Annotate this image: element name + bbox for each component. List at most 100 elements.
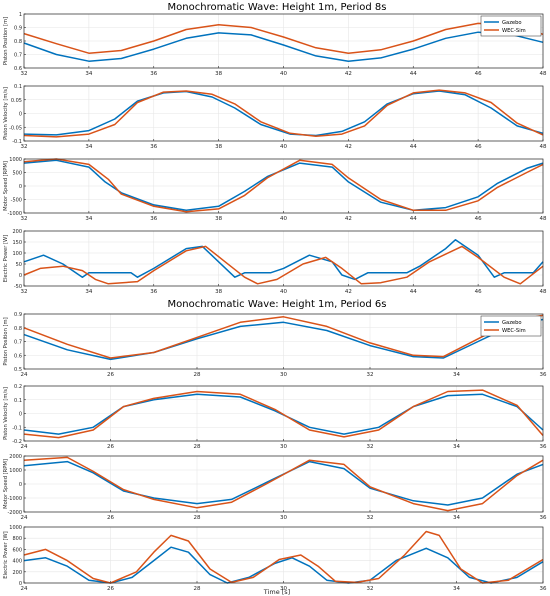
y-axis-label: Piston Position [m]: [3, 17, 9, 65]
y-tick-label: 0: [19, 482, 22, 488]
x-tick-label: 32: [21, 144, 28, 150]
x-tick-label: 48: [540, 71, 547, 77]
x-tick-label: 24: [21, 586, 28, 592]
plot-panel-1-3: 24 26 28 30 32 34 36 0 200 400 600 800 1000Electric …: [3, 525, 547, 592]
x-tick-label: 48: [540, 289, 547, 295]
series-line-wec-sim: [23, 314, 544, 359]
y-axis-label: Piston Velocity [m/s]: [3, 387, 9, 440]
series-line-wec-sim: [23, 456, 544, 512]
legend-entry: Gazebo: [502, 20, 522, 26]
y-axis-label: Motor Speed [RPM]: [3, 459, 9, 509]
axes-frame: [23, 455, 544, 513]
x-tick-label: 44: [410, 71, 417, 77]
y-tick-label: -1000: [7, 211, 22, 217]
group-title-period-6s: Monochromatic Wave: Height 1m, Period 6s: [168, 299, 387, 310]
x-tick-label: 40: [280, 71, 287, 77]
plot-panel-0-2: 32 34 36 38 40 42 44 46 48 -1000 -500 0 500 1000Motor…: [3, 157, 547, 222]
x-tick-label: 34: [85, 144, 92, 150]
y-tick-label: 150: [12, 240, 22, 246]
x-tick-label: 36: [150, 216, 157, 222]
y-tick-label: 200: [12, 229, 22, 235]
y-tick-label: 0.6: [14, 353, 22, 359]
y-axis-label: Electric Power [W]: [3, 531, 9, 578]
x-tick-label: 44: [410, 144, 417, 150]
x-tick-label: 46: [475, 71, 482, 77]
x-tick-label: 38: [215, 216, 222, 222]
x-tick-label: 40: [280, 216, 287, 222]
series-line-wec-sim: [23, 22, 544, 54]
x-tick-label: 24: [21, 372, 28, 378]
x-tick-label: 30: [280, 586, 287, 592]
plot-panel-1-1: 24 26 28 30 32 34 36 -0.2 -0.1 0 0.1 0.2 Piston Velo…: [3, 384, 547, 450]
y-tick-label: 0.8: [14, 39, 22, 45]
axes-frame: [23, 85, 544, 142]
series-line-gazebo: [23, 239, 544, 281]
y-axis-label: Piston Velocity [m/s]: [3, 87, 9, 140]
x-tick-label: 42: [345, 216, 352, 222]
x-tick-label: 34: [85, 216, 92, 222]
y-tick-label: -0.1: [12, 139, 22, 145]
x-tick-label: 36: [150, 289, 157, 295]
axes-frame: [23, 385, 544, 442]
x-tick-label: 34: [453, 444, 460, 450]
x-tick-label: 48: [540, 216, 547, 222]
series-line-gazebo: [23, 31, 544, 62]
axes-frame: [23, 158, 544, 214]
y-tick-label: -0.2: [12, 439, 22, 445]
legend-entry: WEC-Sim: [502, 328, 526, 334]
y-tick-label: 0: [19, 184, 22, 190]
x-tick-label: 38: [215, 71, 222, 77]
x-tick-label: 24: [21, 515, 28, 521]
x-tick-label: 42: [345, 289, 352, 295]
y-tick-label: 200: [12, 570, 22, 576]
x-tick-label: 36: [540, 372, 547, 378]
y-tick-label: 800: [12, 536, 22, 542]
y-axis-label: Electric Power [W]: [3, 235, 9, 282]
x-tick-label: 44: [410, 289, 417, 295]
y-tick-label: 0.8: [14, 326, 22, 332]
y-tick-label: 1: [19, 12, 22, 18]
y-tick-label: 1000: [9, 468, 22, 474]
plot-panel-0-0: 32 34 36 38 40 42 44 46 48 0.6 0.7 0.8 0.9 1 Piston Po…: [3, 12, 547, 77]
x-tick-label: 30: [280, 444, 287, 450]
y-tick-label: 0: [19, 112, 22, 118]
x-tick-label: 26: [107, 515, 114, 521]
y-tick-label: 0: [19, 581, 22, 587]
x-tick-label: 26: [107, 586, 114, 592]
legend-entry: Gazebo: [502, 320, 522, 326]
axes-frame: [23, 313, 544, 370]
y-tick-label: -500: [11, 198, 22, 204]
y-tick-label: 0.1: [14, 84, 22, 90]
y-tick-label: 100: [12, 251, 22, 257]
series-line-wec-sim: [23, 158, 544, 213]
y-axis-label: Motor Speed [RPM]: [3, 161, 9, 211]
y-tick-label: 0.9: [14, 26, 22, 32]
y-tick-label: 600: [12, 547, 22, 553]
series-line-gazebo: [23, 90, 544, 137]
y-tick-label: 0.9: [14, 312, 22, 318]
plot-panel-0-3: 32 34 36 38 40 42 44 46 48 -50 0 50 100 150 200Electri…: [3, 229, 547, 295]
x-tick-label: 46: [475, 289, 482, 295]
x-tick-label: 28: [194, 515, 201, 521]
y-tick-label: 0.6: [14, 66, 22, 72]
y-tick-label: -0.05: [9, 125, 22, 131]
axes-frame: [23, 230, 544, 287]
y-tick-label: 0.05: [11, 98, 22, 104]
legend: Gazebo WEC-Sim: [480, 315, 542, 337]
x-tick-label: 36: [540, 444, 547, 450]
x-tick-label: 40: [280, 289, 287, 295]
legend: Gazebo WEC-Sim: [480, 15, 542, 37]
x-tick-label: 38: [215, 144, 222, 150]
x-tick-label: 46: [475, 144, 482, 150]
legend-box: [480, 15, 542, 37]
x-tick-label: 32: [21, 216, 28, 222]
y-tick-label: 0: [19, 273, 22, 279]
legend-box: [480, 315, 542, 337]
x-tick-label: 34: [453, 586, 460, 592]
y-tick-label: 1000: [9, 157, 22, 163]
y-tick-label: 50: [16, 262, 22, 268]
y-tick-label: 0.1: [14, 398, 22, 404]
x-axis-label: Time [s]: [263, 588, 290, 596]
y-tick-label: 500: [12, 171, 22, 177]
